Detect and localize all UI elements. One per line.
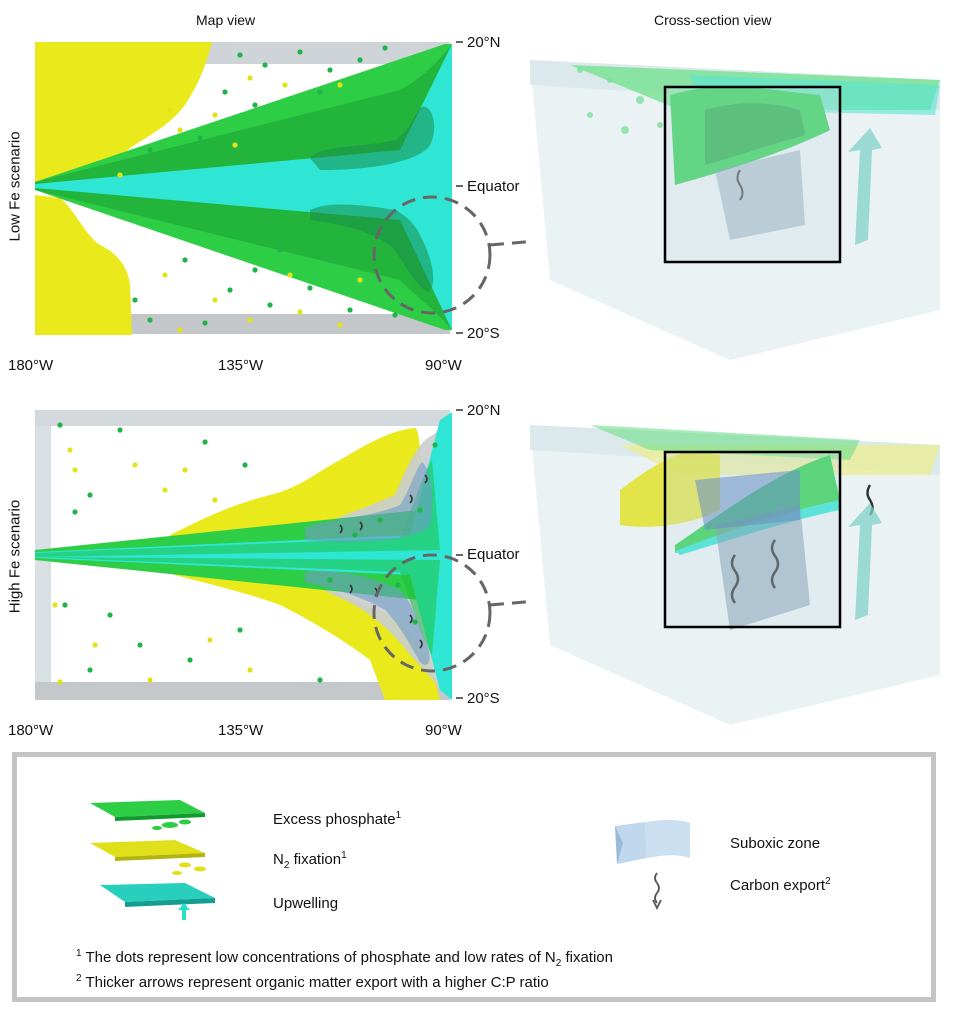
high-lat-20s: 20°S [467,690,500,707]
high-fe-cross-section [530,405,955,735]
legend-nfix-icon [90,840,206,875]
low-fe-cross-section [530,40,955,370]
zoom-box [665,452,840,627]
footnote-1: 1 The dots represent low concentrations … [76,948,613,969]
bottom-frame-band [110,314,450,334]
legend-carbon-export: Carbon export2 [730,876,831,894]
legend-upwelling: Upwelling [273,895,338,912]
low-lon-135w: 135°W [218,357,263,374]
zoom-connector [490,590,530,605]
low-lat-equator: Equator [467,178,520,195]
high-lat-20n: 20°N [467,402,501,419]
legend-n2-fixation: N2 fixation1 [273,850,347,871]
low-lon-90w: 90°W [425,357,462,374]
high-lon-180w: 180°W [8,722,53,739]
legend-layer-icons [85,795,235,925]
carbon-export-icon [653,873,661,908]
legend-excess-phosphate: Excess phosphate1 [273,810,401,828]
legend-phosphate-icon [90,800,205,830]
zoom-box [665,87,840,262]
low-lat-20n: 20°N [467,34,501,51]
zoom-connector [490,230,530,245]
legend-suboxic-zone: Suboxic zone [730,835,820,852]
footnote-2: 2 Thicker arrows represent organic matte… [76,973,549,991]
map-view-title: Map view [196,12,255,28]
high-lon-90w: 90°W [425,722,462,739]
legend-suboxic-icons [605,818,700,918]
high-fe-map [0,400,530,710]
low-lon-180w: 180°W [8,357,53,374]
cross-section-title: Cross-section view [654,12,771,28]
low-fe-map [0,30,530,340]
legend-upwelling-icon [100,883,215,920]
suboxic-zone-icon [615,820,690,864]
high-lat-equator: Equator [467,546,520,563]
low-lat-20s: 20°S [467,325,500,342]
top-frame-band [35,410,450,426]
high-lon-135w: 135°W [218,722,263,739]
